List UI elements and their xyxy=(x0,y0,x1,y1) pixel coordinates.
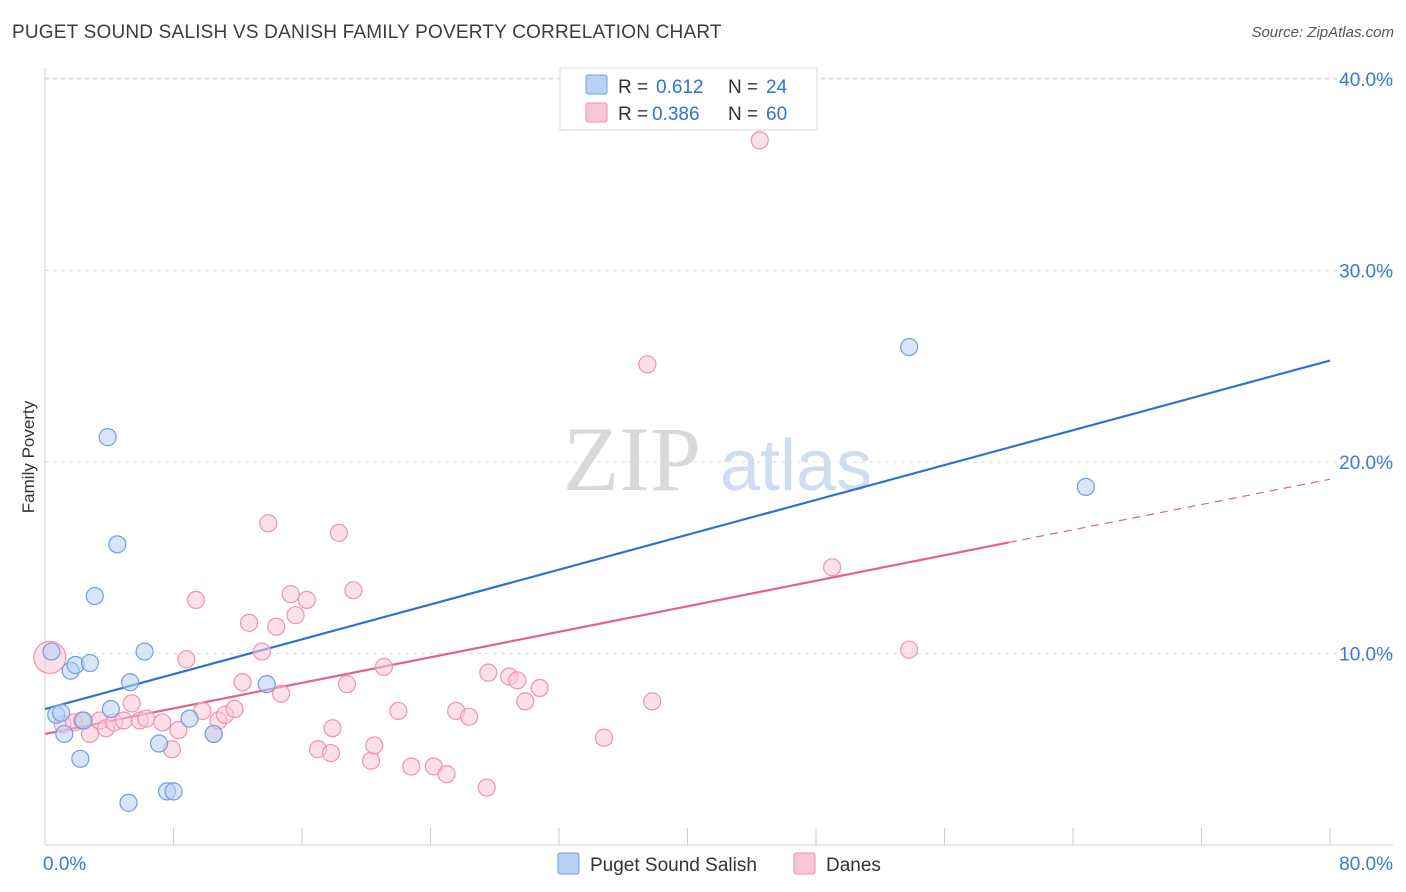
x-axis-ticks xyxy=(173,828,1331,845)
data-point-danes xyxy=(437,765,456,784)
data-point-danes xyxy=(259,514,278,533)
data-point-danes xyxy=(516,692,535,711)
data-point-salish xyxy=(98,428,117,447)
x-tick-label: 0.0% xyxy=(43,854,86,875)
data-point-danes xyxy=(477,778,496,797)
data-point-danes xyxy=(323,719,342,738)
legend-swatch-salish xyxy=(585,74,608,95)
legend-n-label-danes: N = xyxy=(728,104,758,125)
data-point-salish xyxy=(80,653,100,673)
data-point-danes xyxy=(402,757,421,776)
data-point-salish xyxy=(42,642,61,661)
data-point-danes xyxy=(297,590,316,609)
x-axis-tick-labels: 0.0% 80.0% xyxy=(43,854,1393,875)
data-point-salish xyxy=(1076,477,1095,496)
data-point-salish xyxy=(55,724,74,744)
data-point-salish xyxy=(119,793,138,812)
data-point-danes xyxy=(750,131,769,150)
data-point-danes xyxy=(252,642,271,661)
data-point-danes xyxy=(530,678,549,698)
grid-lines xyxy=(45,77,1393,654)
legend-r-value-salish: 0.612 xyxy=(656,77,704,98)
legend-n-value-salish: 24 xyxy=(766,77,788,98)
data-point-danes xyxy=(638,355,657,374)
data-point-salish xyxy=(101,699,120,719)
chart-title: PUGET SOUND SALISH VS DANISH FAMILY POVE… xyxy=(12,22,722,43)
trend-line-1 xyxy=(44,541,1009,736)
watermark-zip: ZIP xyxy=(563,408,701,510)
data-point-salish xyxy=(164,782,183,801)
data-point-salish xyxy=(204,724,223,744)
data-point-danes xyxy=(239,613,259,632)
trend-extension-1 xyxy=(1008,478,1331,544)
chart-source: Source: ZipAtlas.com xyxy=(1251,24,1394,41)
data-point-salish xyxy=(51,703,71,722)
data-point-danes xyxy=(281,585,300,604)
legend-n-label-salish: N = xyxy=(728,77,758,98)
data-point-danes xyxy=(329,523,349,542)
bottom-legend-swatch-salish xyxy=(557,852,580,875)
y-axis-label: Family Poverty xyxy=(19,400,38,513)
data-point-danes xyxy=(272,684,291,703)
watermark-atlas: atlas xyxy=(720,426,872,506)
data-point-danes xyxy=(186,590,206,609)
data-points xyxy=(33,131,1095,812)
data-point-salish xyxy=(180,709,199,728)
data-point-salish xyxy=(74,711,93,730)
watermark: ZIP atlas xyxy=(563,408,872,510)
data-point-danes xyxy=(508,671,527,690)
data-point-danes xyxy=(267,617,286,636)
data-point-salish xyxy=(108,535,127,554)
data-point-danes xyxy=(822,558,842,577)
data-point-danes xyxy=(177,650,196,669)
data-point-danes xyxy=(169,720,188,740)
bottom-legend-label-danes: Danes xyxy=(826,855,881,876)
data-point-danes xyxy=(286,606,305,625)
data-point-salish xyxy=(85,586,104,606)
data-point-danes xyxy=(361,751,381,770)
data-point-danes xyxy=(233,673,252,692)
top-legend: R = 0.612 N = 24 R = 0.386 N = 60 xyxy=(559,67,818,131)
data-point-salish xyxy=(257,675,276,694)
data-point-salish xyxy=(149,734,169,753)
data-point-danes xyxy=(479,663,498,682)
data-point-salish xyxy=(121,673,140,692)
data-point-danes xyxy=(337,675,357,694)
data-point-danes xyxy=(389,701,408,721)
legend-r-label-danes: R = xyxy=(618,104,648,125)
data-point-danes xyxy=(643,692,662,711)
x-tick-label: 80.0% xyxy=(1339,854,1393,875)
y-tick-label: 30.0% xyxy=(1339,262,1393,283)
data-point-danes xyxy=(122,694,141,713)
data-point-danes xyxy=(137,709,156,728)
data-point-danes xyxy=(321,743,341,763)
y-tick-label: 20.0% xyxy=(1339,453,1393,474)
legend-n-value-danes: 60 xyxy=(766,104,787,125)
data-point-salish xyxy=(135,642,154,661)
data-point-danes xyxy=(225,699,244,719)
y-tick-label: 40.0% xyxy=(1339,70,1393,91)
y-tick-label: 10.0% xyxy=(1339,645,1393,666)
bottom-legend-label-salish: Puget Sound Salish xyxy=(590,855,757,876)
data-point-danes xyxy=(594,728,614,747)
legend-r-value-danes: 0.386 xyxy=(652,104,700,125)
legend-r-label-salish: R = xyxy=(618,77,648,98)
data-point-salish xyxy=(900,338,919,357)
data-point-danes xyxy=(459,707,479,726)
y-axis-tick-labels: 10.0% 20.0% 30.0% 40.0% xyxy=(1339,70,1393,666)
data-point-danes xyxy=(365,736,384,755)
data-point-salish xyxy=(71,749,90,768)
data-point-danes xyxy=(374,657,394,677)
legend-swatch-danes xyxy=(585,102,608,123)
data-point-danes xyxy=(344,581,363,600)
bottom-legend: Puget Sound Salish Danes xyxy=(557,852,881,876)
bottom-legend-swatch-danes xyxy=(793,852,816,875)
data-point-danes xyxy=(153,713,172,732)
data-point-danes xyxy=(900,640,919,659)
